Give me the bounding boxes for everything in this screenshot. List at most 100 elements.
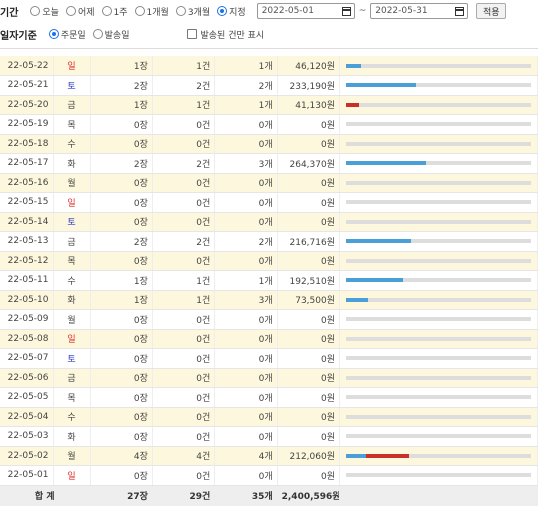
total-sheets: 27장 [90,485,153,506]
date-range-separator: ~ [358,6,367,16]
weekday-cell: 토 [53,75,91,96]
table-row: 22-05-01 일 0장 0건 0개 0원 [0,465,538,486]
date-cell: 22-05-22 [0,56,54,76]
total-amount: 2,400,596원 [277,485,341,506]
amount-cell: 41,130원 [277,95,341,115]
divider [0,48,538,49]
date-cell: 22-05-14 [0,212,54,232]
table-row: 22-05-08 일 0장 0건 0개 0원 [0,329,538,349]
cases-cell: 0건 [152,465,216,486]
daily-stats-table: 22-05-22 일 1장 1건 1개 46,120원 22-05-21 토 2장 2건 2개 233… [0,56,538,506]
cases-cell: 0건 [152,251,216,271]
units-cell: 2개 [214,75,278,96]
amount-cell: 216,716원 [277,231,341,252]
period-option-radio[interactable]: 어제 [65,5,95,18]
apply-button[interactable]: 적용 [476,3,507,19]
table-row: 22-05-02 월 4장 4건 4개 212,060원 [0,446,538,466]
table-row: 22-05-16 월 0장 0건 0개 0원 [0,173,538,193]
cases-cell: 0건 [152,329,216,349]
amount-bar-track [346,102,531,107]
radio-dot-icon[interactable] [30,6,41,16]
date-cell: 22-05-04 [0,407,54,427]
bar-cell [339,309,538,330]
bar-cell [339,426,538,447]
table-row: 22-05-12 목 0장 0건 0개 0원 [0,251,538,271]
weekday-cell: 일 [53,192,91,213]
amount-bar-track [346,258,531,263]
bar-cell [339,173,538,193]
date-cell: 22-05-16 [0,173,54,193]
cases-cell: 0건 [152,348,216,369]
weekday-cell: 화 [53,153,91,174]
amount-bar-track [346,375,531,380]
radio-dot-icon[interactable] [134,6,145,16]
units-cell: 0개 [214,173,278,193]
amount-bar-segment [346,278,404,283]
units-cell: 2개 [214,231,278,252]
checkbox-box[interactable] [186,29,197,39]
table-row: 22-05-09 월 0장 0건 0개 0원 [0,309,538,330]
table-row: 22-05-04 수 0장 0건 0개 0원 [0,407,538,427]
radio-dot-icon[interactable] [48,29,59,39]
amount-bar-segment [346,239,411,244]
sheets-cell: 4장 [90,446,153,466]
cases-cell: 0건 [152,192,216,213]
basis-option-radio[interactable]: 발송일 [92,28,130,41]
amount-cell: 0원 [277,134,341,154]
date-cell: 22-05-13 [0,231,54,252]
weekday-cell: 토 [53,348,91,369]
amount-bar-segment [346,297,369,302]
amount-bar-segment [346,161,426,166]
weekday-cell: 일 [53,329,91,349]
calendar-icon[interactable] [341,6,351,16]
radio-dot-icon[interactable] [92,29,103,39]
date-cell: 22-05-09 [0,309,54,330]
date-from-input[interactable]: 2022-05-01 [256,3,355,19]
units-cell: 1개 [214,270,278,291]
radio-dot-icon[interactable] [175,6,186,16]
bar-cell [339,387,538,408]
period-option-radio[interactable]: 3개월 [175,5,211,18]
period-option-radio[interactable]: 1주 [101,5,128,18]
table-row: 22-05-06 금 0장 0건 0개 0원 [0,368,538,388]
date-cell: 22-05-15 [0,192,54,213]
units-cell: 1개 [214,95,278,115]
period-option-radio[interactable]: 1개월 [134,5,169,18]
units-cell: 0개 [214,251,278,271]
radio-dot-icon[interactable] [65,6,76,16]
basis-option-radio[interactable]: 주문일 [48,28,86,41]
amount-bar-segment [346,63,361,68]
period-option-radio[interactable]: 오늘 [30,5,59,18]
weekday-cell: 수 [53,270,91,291]
period-option-radio-label: 3개월 [187,7,211,18]
sheets-cell: 0장 [90,465,153,486]
sheets-cell: 0장 [90,348,153,369]
radio-dot-icon[interactable] [101,6,112,16]
amount-cell: 192,510원 [277,270,341,291]
date-from-value: 2022-05-01 [261,6,315,16]
amount-cell: 0원 [277,368,341,388]
units-cell: 4개 [214,446,278,466]
period-option-radio[interactable]: 지정 [217,5,246,18]
sheets-cell: 0장 [90,173,153,193]
calendar-icon[interactable] [455,6,465,16]
units-cell: 0개 [214,387,278,408]
bar-cell [339,212,538,232]
period-radio-group: 오늘 어제 1주 1개월 3개월 지정 [30,5,252,18]
table-row: 22-05-07 토 0장 0건 0개 0원 [0,348,538,369]
only-shipped-checkbox[interactable]: 발송된 건만 표시 [186,28,264,41]
weekday-cell: 수 [53,134,91,154]
bar-cell [339,114,538,135]
sheets-cell: 1장 [90,290,153,310]
radio-dot-icon[interactable] [217,6,228,16]
bar-cell [339,446,538,466]
table-row: 22-05-10 화 1장 1건 3개 73,500원 [0,290,538,310]
sheets-cell: 0장 [90,407,153,427]
date-to-input[interactable]: 2022-05-31 [370,3,469,19]
sheets-cell: 0장 [90,114,153,135]
sheets-cell: 0장 [90,251,153,271]
period-option-radio-label: 오늘 [42,7,59,18]
period-option-radio-label: 어제 [77,7,95,18]
units-cell: 3개 [214,153,278,174]
date-cell: 22-05-01 [0,465,54,486]
